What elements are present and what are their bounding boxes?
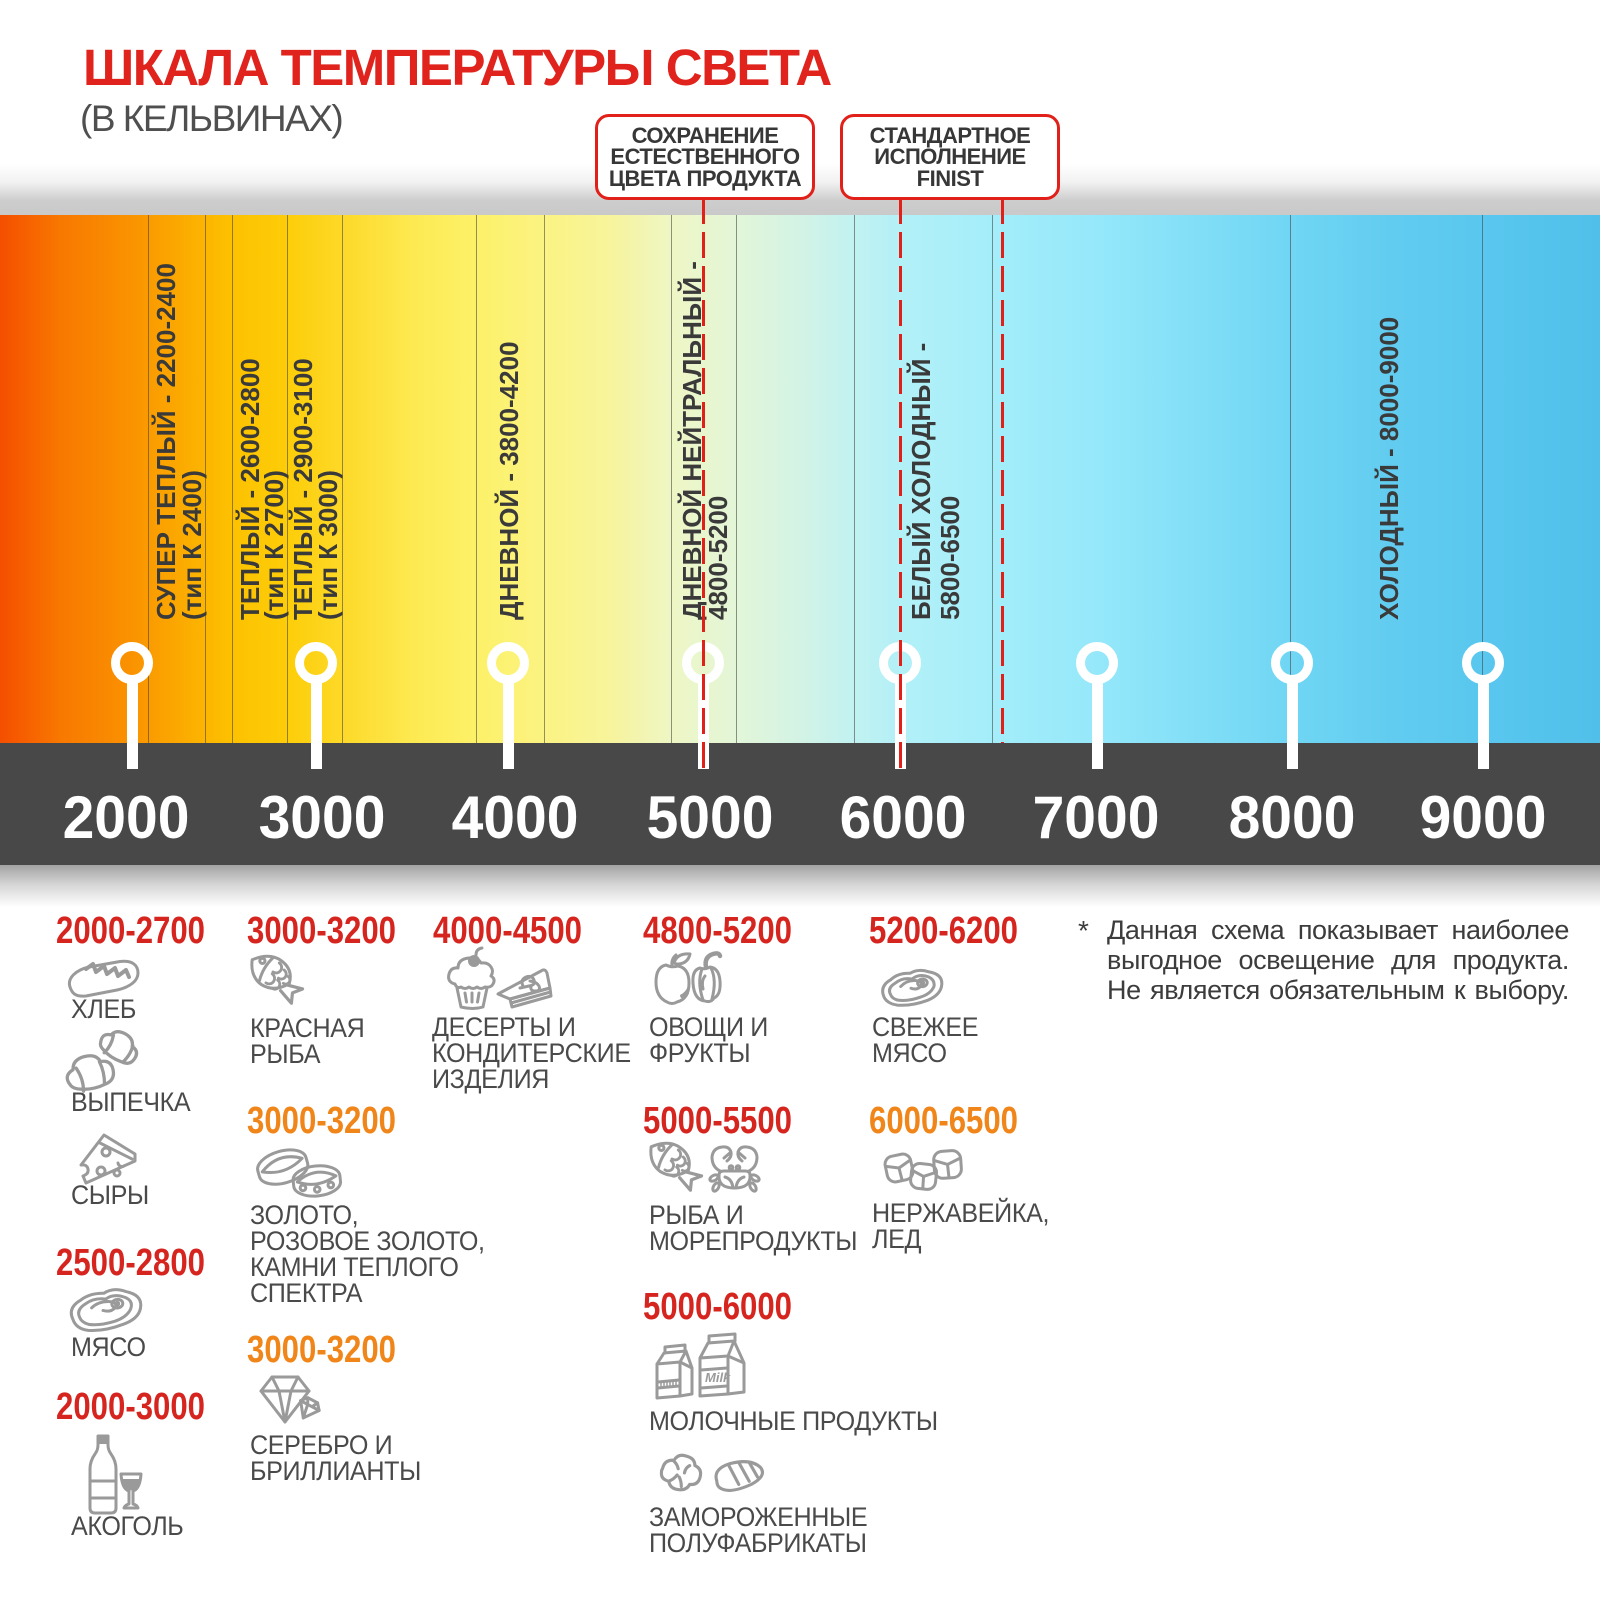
svg-text:Milk: Milk <box>705 1370 731 1385</box>
